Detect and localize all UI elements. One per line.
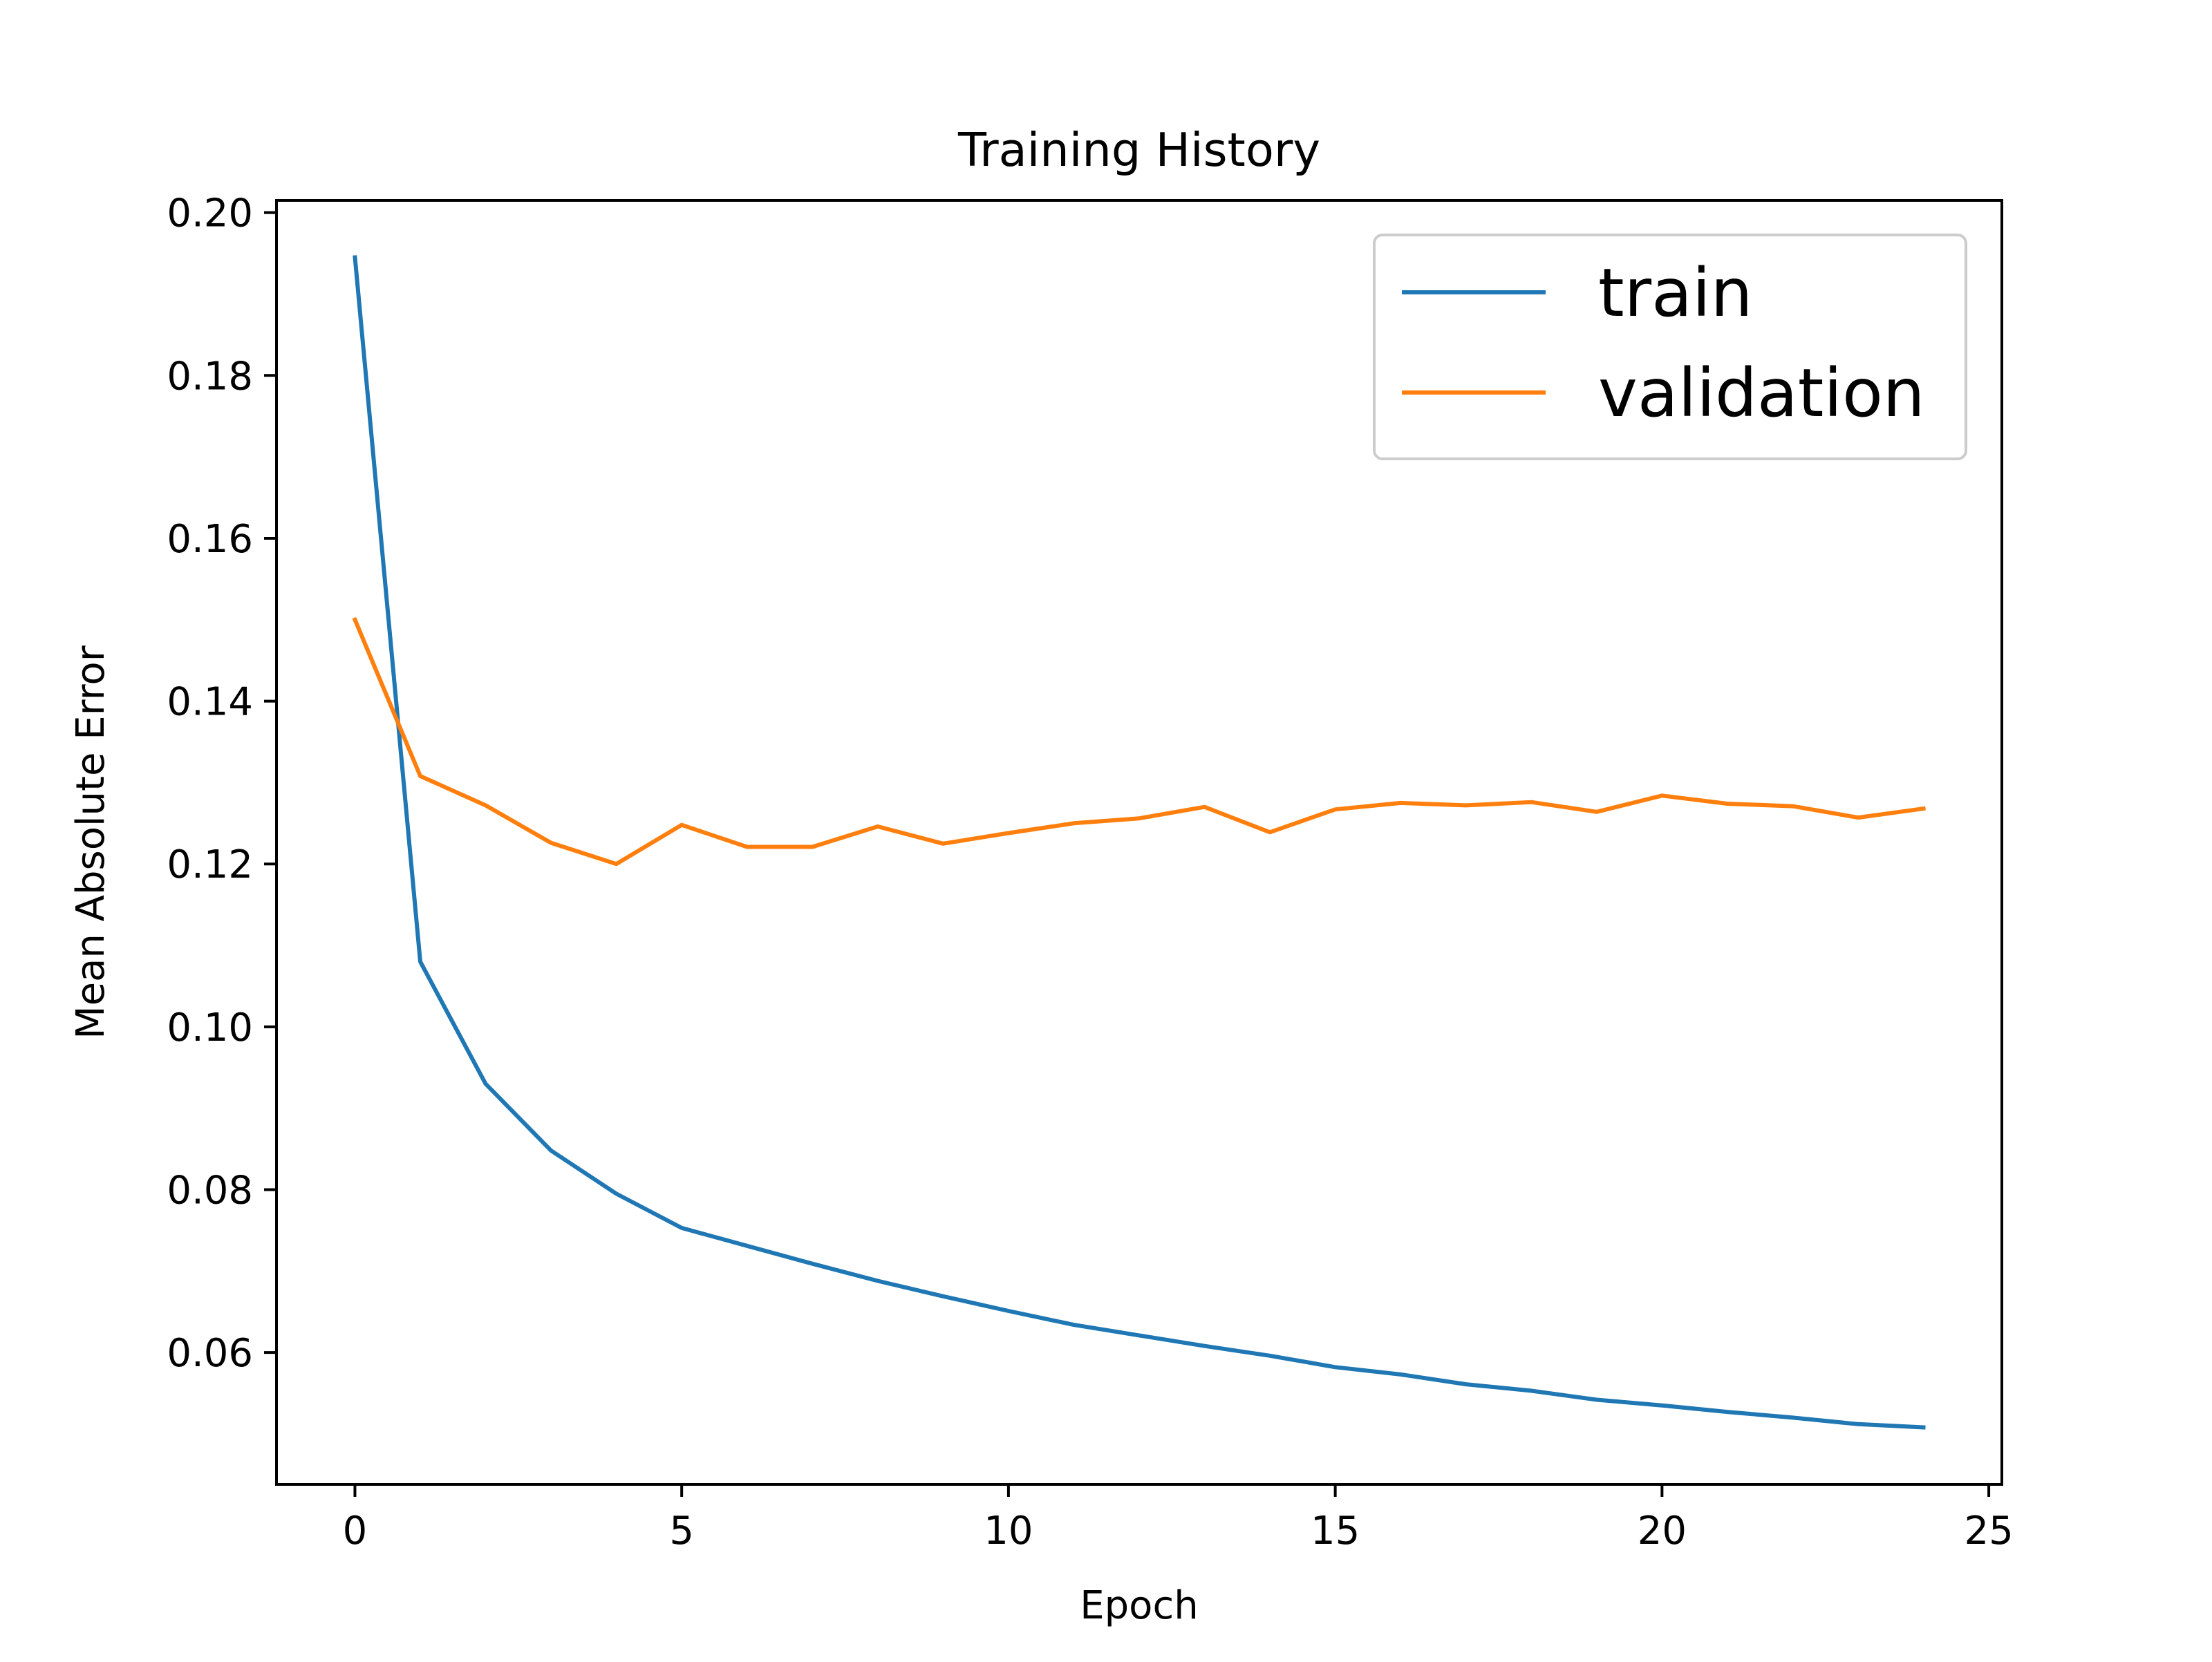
series-line-validation [352,616,1926,867]
y-tick-label: 0.18 [167,354,253,399]
y-axis-label: Mean Absolute Error [68,645,113,1039]
series-line-train [353,255,1926,1430]
y-tick-label: 0.16 [167,517,253,562]
y-tick-label: 0.08 [167,1168,253,1213]
y-tick-label: 0.12 [167,842,253,887]
y-tick-label: 0.06 [167,1331,253,1376]
x-tick-label: 5 [669,1509,694,1554]
y-axis-ticks: 0.06 0.08 0.10 0.12 0.14 0.16 0.18 0.20 [167,191,276,1376]
legend: train validation [1373,234,1967,460]
legend-label-train: train [1598,254,1752,332]
x-tick-label: 15 [1311,1509,1360,1554]
x-tick-label: 20 [1638,1509,1687,1554]
y-tick-label: 0.14 [167,680,253,725]
chart-title: Training History [957,123,1320,177]
x-tick-label: 10 [984,1509,1033,1554]
legend-label-validation: validation [1598,355,1925,432]
series-group [352,255,1926,1430]
x-axis-ticks: 0 5 10 15 20 25 [343,1484,2014,1554]
plot-frame [275,199,2003,1486]
x-tick-label: 0 [343,1509,368,1554]
x-tick-label: 25 [1964,1509,2013,1554]
x-axis-label: Epoch [1080,1583,1198,1628]
y-tick-label: 0.20 [167,191,253,236]
y-tick-label: 0.10 [167,1005,253,1050]
